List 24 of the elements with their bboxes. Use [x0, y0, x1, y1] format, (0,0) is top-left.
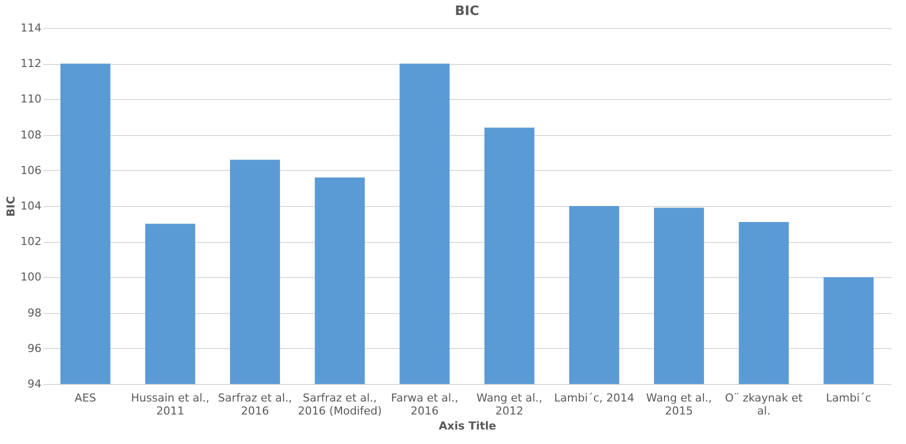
y-tick-label: 102: [20, 235, 42, 248]
y-tick-label: 94: [28, 378, 42, 390]
y-tick-label: 98: [28, 306, 42, 320]
x-axis-title: Axis Title: [438, 420, 496, 432]
chart-title: BIC: [454, 4, 480, 19]
y-tick-label: 96: [28, 342, 42, 355]
x-tick-label: Farwa et al., 2016: [391, 392, 458, 418]
y-axis-title: BIC: [4, 196, 18, 217]
x-tick-label: Lambi´c, 2014: [554, 392, 634, 404]
x-tick-label: Wang et al., 2012: [476, 392, 542, 418]
x-tick-label: O¨ zkaynak et al.: [725, 392, 804, 418]
x-tick-label: Lambi´c: [826, 392, 872, 404]
y-tick-label: 106: [20, 164, 42, 177]
x-tick-label: Sarfraz et al., 2016: [218, 392, 292, 418]
y-tick-label: 110: [20, 92, 42, 106]
y-tick-label: 114: [20, 22, 42, 34]
x-tick-label: Hussain et al., 2011: [131, 392, 210, 418]
x-tick-label: AES: [74, 392, 96, 404]
y-tick-label: 112: [20, 57, 42, 70]
x-tick-label: Sarfraz et al., 2016 (Modifed): [298, 392, 382, 418]
x-tick-label: Wang et al., 2015: [646, 392, 712, 418]
y-tick-label: 108: [20, 128, 42, 142]
y-tick-label: 104: [20, 200, 42, 212]
y-tick-label: 100: [20, 270, 42, 284]
